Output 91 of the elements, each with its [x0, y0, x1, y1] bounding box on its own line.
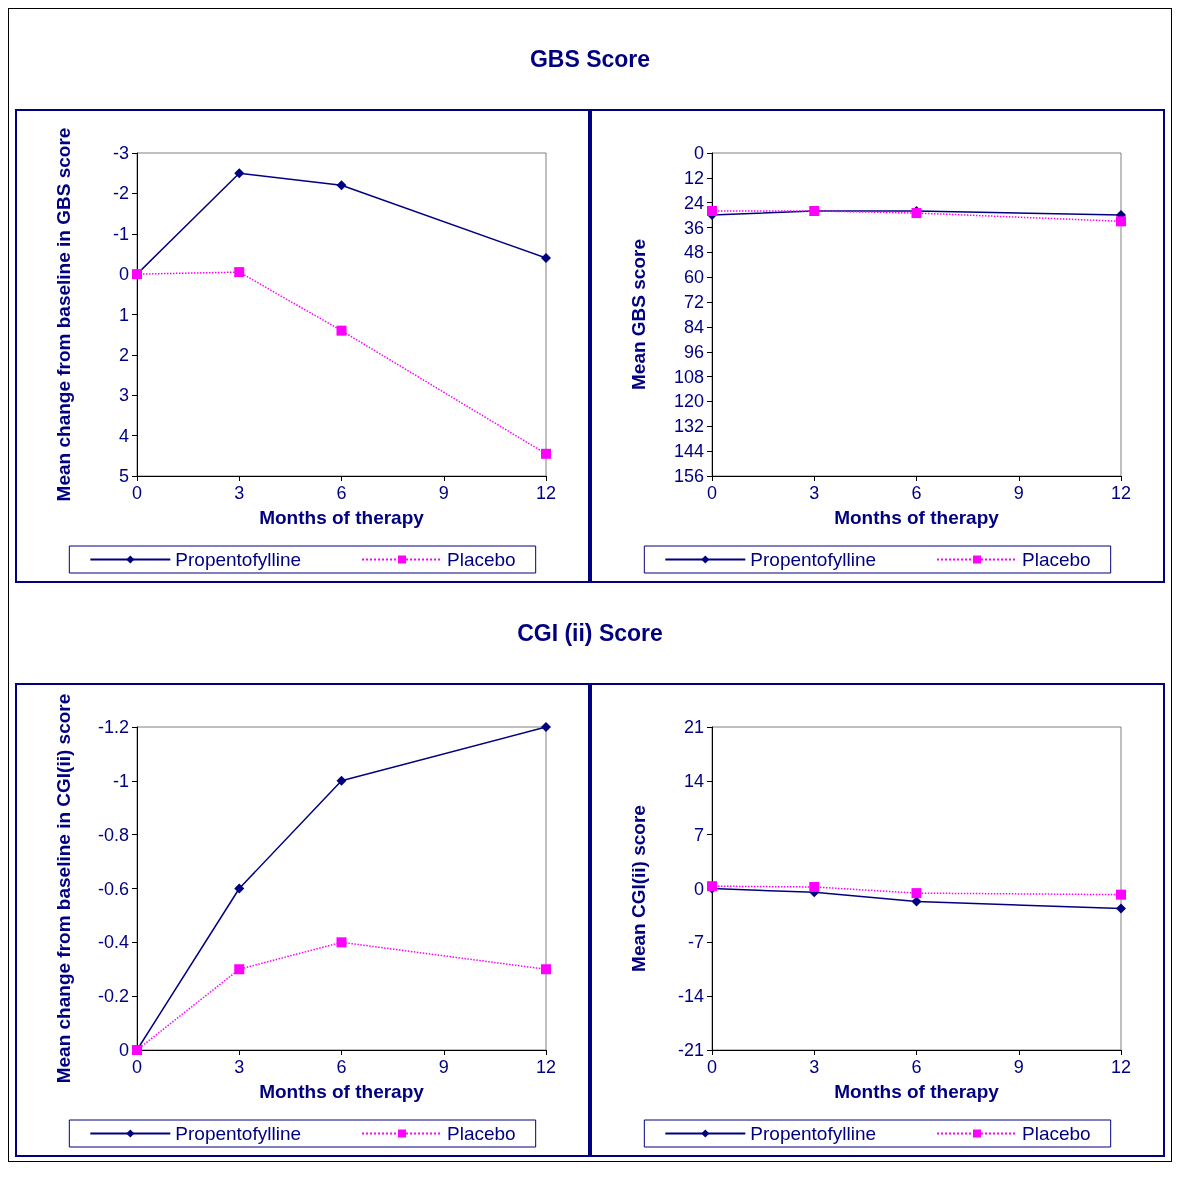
legend-label: Propentofylline — [175, 549, 302, 570]
y-tick-label: -2 — [112, 183, 129, 204]
x-tick-label: 3 — [809, 483, 820, 503]
point — [336, 775, 347, 786]
x-tick-label: 0 — [131, 483, 143, 503]
point — [336, 325, 347, 336]
y-tick-label: -3 — [112, 143, 129, 163]
y-tick-label: -0.4 — [97, 932, 129, 953]
y-tick-label: 0 — [118, 1040, 129, 1060]
y-tick-label: 4 — [118, 425, 129, 446]
x-tick-label: 0 — [706, 1057, 718, 1077]
legend-label: Propentofylline — [175, 1123, 302, 1144]
x-tick-label: 6 — [336, 1057, 347, 1077]
y-tick-label: -7 — [687, 932, 704, 953]
x-tick-label: 9 — [1013, 483, 1024, 503]
x-tick-label: 9 — [1013, 1057, 1024, 1077]
legend-label: Placebo — [1022, 549, 1091, 570]
y-tick-label: 84 — [683, 316, 704, 337]
point — [234, 267, 245, 278]
point — [541, 448, 551, 459]
x-tick-label: 12 — [535, 483, 557, 503]
point — [541, 722, 551, 732]
legend-label: Placebo — [1022, 1123, 1091, 1144]
y-tick-label: 72 — [683, 292, 704, 313]
y-tick-label: 96 — [683, 341, 704, 362]
y-tick-label: -14 — [677, 986, 704, 1007]
x-axis-title: Months of therapy — [834, 507, 1000, 528]
x-tick-label: 6 — [911, 483, 922, 503]
x-axis-title: Months of therapy — [834, 1081, 1000, 1102]
y-tick-label: 12 — [683, 167, 704, 188]
y-tick-label: 3 — [118, 385, 129, 406]
x-axis-title: Months of therapy — [259, 507, 425, 528]
y-tick-label: 0 — [693, 143, 704, 163]
y-tick-label: 156 — [673, 466, 704, 486]
x-tick-label: 9 — [438, 1057, 449, 1077]
x-tick-label: 12 — [1110, 483, 1132, 503]
legend-label: Propentofylline — [750, 549, 877, 570]
y-tick-label: 14 — [683, 770, 704, 791]
chart-title: GBS Score — [529, 45, 651, 73]
y-tick-label: 1 — [118, 304, 129, 325]
y-tick-label: 0 — [693, 878, 704, 899]
point — [1116, 889, 1126, 900]
y-tick-label: 24 — [683, 192, 704, 213]
x-tick-label: 3 — [234, 483, 245, 503]
y-tick-label: -0.2 — [97, 986, 129, 1007]
point — [1116, 903, 1126, 914]
x-tick-label: 12 — [1110, 1057, 1132, 1077]
y-tick-label: 21 — [683, 717, 704, 737]
legend-label: Placebo — [447, 549, 516, 570]
point — [234, 964, 245, 975]
x-tick-label: 0 — [706, 483, 718, 503]
y-axis-title: Mean change from baseline in CGI(ii) score — [52, 693, 74, 1084]
point — [809, 881, 820, 892]
y-axis-title: Mean CGI(ii) score — [627, 805, 649, 972]
y-tick-label: 120 — [673, 391, 704, 412]
x-tick-label: 6 — [911, 1057, 922, 1077]
x-tick-label: 12 — [535, 1057, 557, 1077]
y-tick-label: -0.8 — [97, 824, 129, 845]
y-tick-label: 48 — [683, 242, 704, 263]
x-tick-label: 9 — [438, 483, 449, 503]
y-tick-label: 36 — [683, 217, 704, 238]
y-tick-label: -1 — [112, 223, 129, 244]
point — [911, 888, 922, 899]
y-tick-label: 60 — [683, 267, 704, 288]
x-axis-title: Months of therapy — [259, 1081, 425, 1102]
y-tick-label: -0.6 — [97, 878, 129, 899]
x-tick-label: 3 — [234, 1057, 245, 1077]
point — [541, 252, 551, 263]
y-tick-label: -1.2 — [97, 717, 129, 737]
x-tick-label: 0 — [131, 1057, 143, 1077]
x-tick-label: 6 — [336, 483, 347, 503]
y-tick-label: 2 — [118, 344, 129, 365]
x-tick-label: 3 — [809, 1057, 820, 1077]
y-tick-label: 7 — [693, 824, 704, 845]
point — [336, 180, 347, 191]
point — [541, 964, 551, 975]
y-axis-title: Mean change from baseline in GBS score — [52, 127, 74, 502]
point — [336, 937, 347, 948]
chart-title: CGI (ii) Score — [517, 619, 663, 647]
point — [234, 883, 245, 894]
y-tick-label: -21 — [677, 1040, 704, 1060]
y-tick-label: 108 — [673, 366, 704, 387]
point — [234, 168, 245, 179]
y-tick-label: 144 — [673, 441, 704, 462]
y-tick-label: 0 — [118, 264, 129, 285]
y-tick-label: 132 — [673, 416, 704, 437]
legend-label: Propentofylline — [750, 1123, 877, 1144]
y-tick-label: -1 — [112, 770, 129, 791]
y-axis-title: Mean GBS score — [627, 239, 649, 390]
y-tick-label: 5 — [118, 466, 129, 486]
legend-label: Placebo — [447, 1123, 516, 1144]
